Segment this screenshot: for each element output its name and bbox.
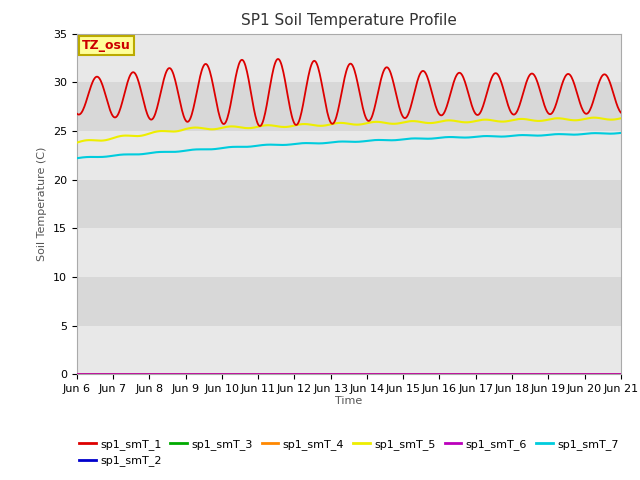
sp1_smT_2 <box>223 371 230 376</box>
sp1_smT_4 <box>194 371 202 376</box>
sp1_smT_1 <box>274 56 282 62</box>
sp1_smT_3 <box>83 371 90 377</box>
sp1_smT_7 <box>139 151 147 157</box>
sp1_smT_6 <box>83 371 90 376</box>
sp1_smT_2 <box>431 371 438 376</box>
sp1_smT_1 <box>194 84 202 90</box>
Y-axis label: Soil Temperature (C): Soil Temperature (C) <box>37 147 47 261</box>
sp1_smT_5 <box>73 140 81 145</box>
sp1_smT_1 <box>617 109 625 115</box>
sp1_smT_7 <box>415 135 422 141</box>
sp1_smT_6 <box>431 371 438 376</box>
sp1_smT_2 <box>73 371 81 376</box>
sp1_smT_6 <box>617 371 625 376</box>
Text: TZ_osu: TZ_osu <box>82 39 131 52</box>
sp1_smT_6 <box>73 371 81 376</box>
sp1_smT_2 <box>415 371 422 376</box>
sp1_smT_4 <box>139 371 147 376</box>
sp1_smT_4 <box>431 371 438 376</box>
sp1_smT_7 <box>223 144 230 150</box>
sp1_smT_1 <box>433 105 440 110</box>
sp1_smT_3 <box>73 371 81 377</box>
sp1_smT_1 <box>139 95 147 100</box>
sp1_smT_3 <box>223 371 230 377</box>
sp1_smT_4 <box>223 371 230 376</box>
Line: sp1_smT_7: sp1_smT_7 <box>77 133 621 158</box>
Bar <box>77 326 621 374</box>
Bar <box>77 34 621 82</box>
Title: SP1 Soil Temperature Profile: SP1 Soil Temperature Profile <box>241 13 457 28</box>
sp1_smT_6 <box>223 371 230 376</box>
sp1_smT_6 <box>139 371 147 376</box>
Line: sp1_smT_1: sp1_smT_1 <box>77 59 621 126</box>
sp1_smT_3 <box>431 371 438 377</box>
sp1_smT_5 <box>223 124 230 130</box>
sp1_smT_1 <box>73 111 81 117</box>
sp1_smT_5 <box>431 120 438 126</box>
sp1_smT_2 <box>83 371 90 376</box>
sp1_smT_1 <box>223 118 230 123</box>
sp1_smT_7 <box>73 156 81 161</box>
sp1_smT_5 <box>415 119 422 124</box>
sp1_smT_2 <box>617 371 625 376</box>
sp1_smT_4 <box>83 371 90 376</box>
sp1_smT_3 <box>415 371 422 377</box>
Bar <box>77 180 621 228</box>
sp1_smT_3 <box>194 371 202 377</box>
sp1_smT_5 <box>591 115 598 120</box>
sp1_smT_5 <box>139 132 147 138</box>
sp1_smT_1 <box>417 71 424 76</box>
sp1_smT_5 <box>194 125 202 131</box>
sp1_smT_4 <box>73 371 81 376</box>
sp1_smT_6 <box>415 371 422 376</box>
sp1_smT_7 <box>431 135 438 141</box>
sp1_smT_3 <box>139 371 147 377</box>
sp1_smT_7 <box>617 130 625 136</box>
sp1_smT_4 <box>415 371 422 376</box>
Bar <box>77 82 621 131</box>
sp1_smT_2 <box>139 371 147 376</box>
Line: sp1_smT_5: sp1_smT_5 <box>77 118 621 143</box>
X-axis label: Time: Time <box>335 396 362 406</box>
sp1_smT_3 <box>617 371 625 377</box>
sp1_smT_1 <box>83 97 90 103</box>
sp1_smT_1 <box>256 123 264 129</box>
Bar <box>77 277 621 326</box>
sp1_smT_5 <box>83 137 90 143</box>
sp1_smT_7 <box>83 154 90 160</box>
sp1_smT_6 <box>194 371 202 376</box>
Legend: sp1_smT_1, sp1_smT_2, sp1_smT_3, sp1_smT_4, sp1_smT_5, sp1_smT_6, sp1_smT_7: sp1_smT_1, sp1_smT_2, sp1_smT_3, sp1_smT… <box>74 434 623 471</box>
sp1_smT_7 <box>194 146 202 152</box>
Bar <box>77 131 621 180</box>
Bar <box>77 228 621 277</box>
sp1_smT_5 <box>617 115 625 121</box>
sp1_smT_4 <box>617 371 625 376</box>
sp1_smT_2 <box>194 371 202 376</box>
